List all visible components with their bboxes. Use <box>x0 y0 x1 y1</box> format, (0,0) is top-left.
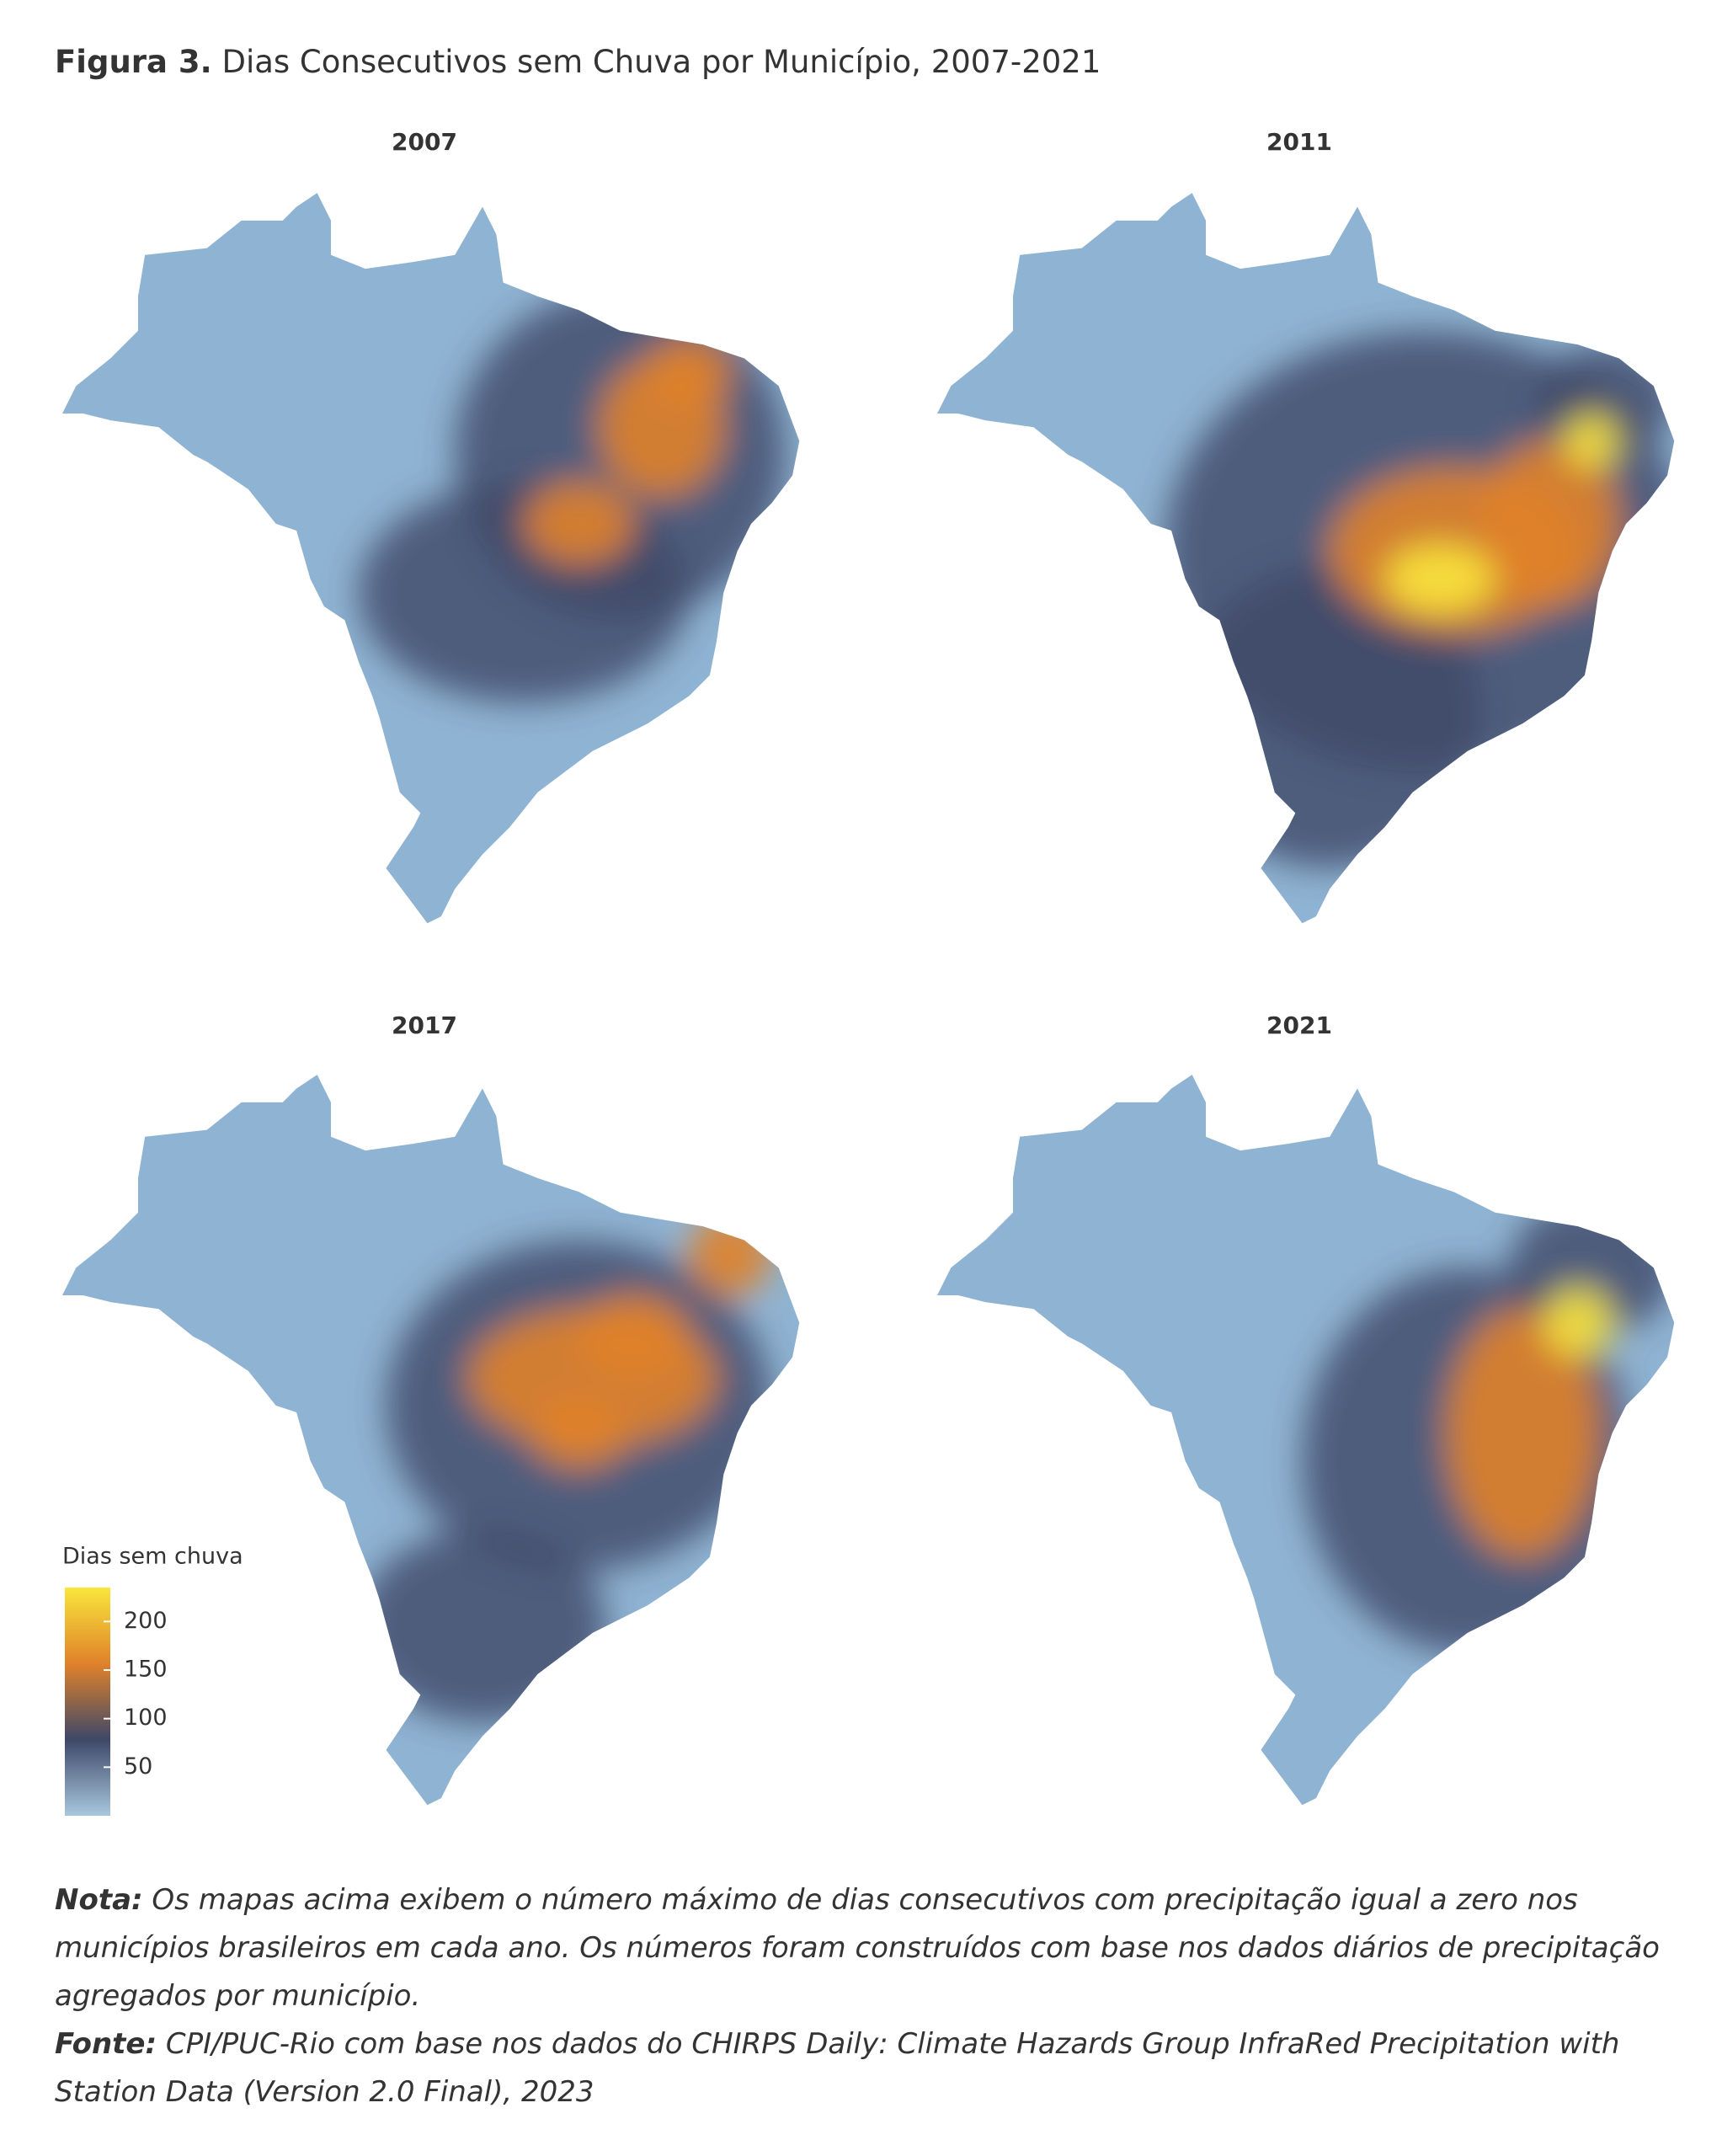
legend-colorbar <box>65 1588 110 1816</box>
shading-region <box>689 1212 772 1295</box>
map-title: 2021 <box>1266 1011 1332 1039</box>
map <box>62 193 800 924</box>
legend-tick-label: 150 <box>124 1657 168 1683</box>
source-text: CPI/PUC-Rio com base nos dados do CHIRPS… <box>55 2027 1620 2109</box>
source: Fonte: CPI/PUC-Rio com base nos dados do… <box>55 2020 1671 2116</box>
shading-region <box>1447 1309 1599 1557</box>
shading-region <box>648 337 731 407</box>
shading-region <box>358 482 690 703</box>
shading-region <box>1564 413 1619 469</box>
map-title: 2007 <box>392 128 457 156</box>
map-title: 2011 <box>1266 128 1332 156</box>
figure-label: Figura 3. <box>55 44 212 80</box>
legend-title: Dias sem chuva <box>62 1544 243 1570</box>
map-shading <box>358 1212 772 1723</box>
source-label: Fonte: <box>55 2027 157 2061</box>
note-text: Os mapas acima exibem o número máximo de… <box>55 1883 1660 2013</box>
shading-region <box>358 1529 607 1723</box>
map-figure: 2007 2011 2017 2021 Dias sem chuva 50 100 150 20… <box>62 128 1675 1816</box>
shading-region <box>1481 440 1619 606</box>
map-title: 2017 <box>392 1011 457 1039</box>
shading-region <box>524 482 634 565</box>
map <box>937 1075 1675 1806</box>
shading-region <box>1543 1288 1613 1358</box>
map <box>62 1075 800 1806</box>
shading-region <box>578 1294 690 1379</box>
legend-tick-label: 100 <box>124 1705 168 1731</box>
note-label: Nota: <box>55 1883 143 1917</box>
map-shading <box>358 289 786 703</box>
shading-region <box>530 1398 627 1468</box>
figure-title: Figura 3. Dias Consecutivos sem Chuva po… <box>55 44 1101 80</box>
map <box>937 193 1675 924</box>
map-shading <box>1164 330 1675 868</box>
note: Nota: Os mapas acima exibem o número máx… <box>55 1876 1671 2020</box>
figure-title-text: Dias Consecutivos sem Chuva por Municípi… <box>221 44 1101 80</box>
shading-region <box>1384 544 1495 614</box>
map-shading <box>1302 1198 1675 1654</box>
legend-tick-label: 200 <box>124 1608 168 1634</box>
legend-tick-label: 50 <box>124 1753 152 1780</box>
